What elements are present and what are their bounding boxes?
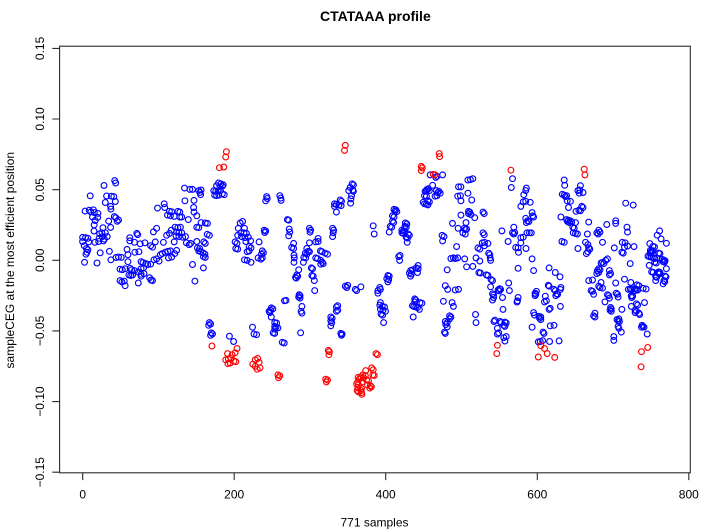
svg-text:sampleCEG at the most efficien: sampleCEG at the most efficient position (3, 152, 17, 369)
svg-text:0.05: 0.05 (33, 178, 47, 202)
svg-text:400: 400 (376, 488, 396, 502)
svg-text:0.15: 0.15 (33, 36, 47, 60)
svg-text:771 samples: 771 samples (340, 516, 408, 530)
svg-text:0.00: 0.00 (33, 248, 47, 272)
svg-text:−0.15: −0.15 (33, 457, 47, 488)
svg-text:600: 600 (527, 488, 547, 502)
svg-text:−0.10: −0.10 (33, 386, 47, 417)
svg-text:0.10: 0.10 (33, 107, 47, 131)
svg-text:CTATAAA profile: CTATAAA profile (320, 8, 431, 24)
svg-text:200: 200 (224, 488, 244, 502)
svg-text:800: 800 (679, 488, 699, 502)
svg-text:−0.05: −0.05 (33, 315, 47, 346)
svg-text:0: 0 (79, 488, 86, 502)
